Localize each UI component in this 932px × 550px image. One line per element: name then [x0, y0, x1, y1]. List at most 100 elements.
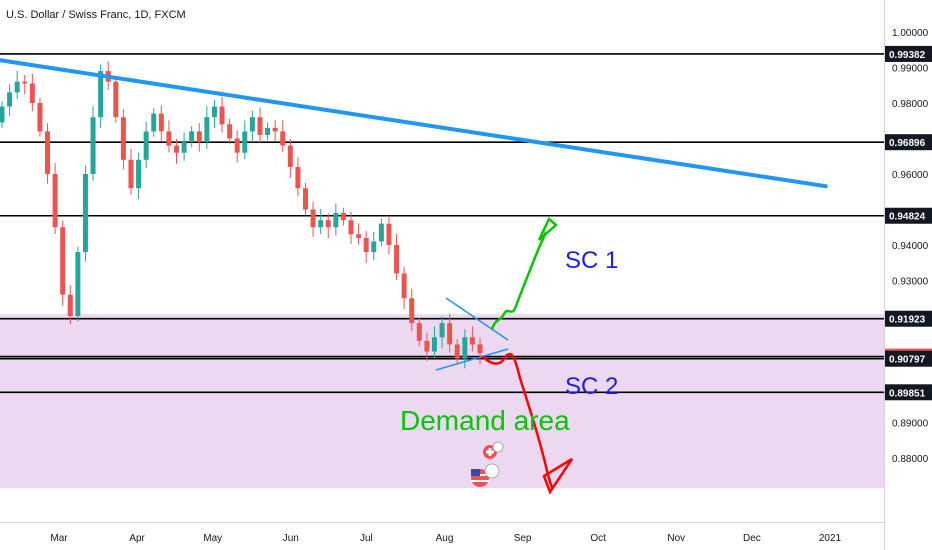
price-level-tag	[885, 134, 932, 151]
price-tick-label: 0.94000	[892, 241, 929, 252]
candle-body	[219, 106, 225, 125]
candle-body	[151, 113, 157, 132]
price-tick-label: 0.96000	[892, 170, 929, 181]
candle-body	[60, 227, 66, 295]
price-level-tag	[885, 384, 932, 401]
time-tick-label: Mar	[50, 533, 68, 544]
candle-body	[158, 113, 164, 132]
triangle-lower-line[interactable]	[435, 348, 509, 371]
candle-body	[189, 131, 195, 143]
candle-body	[29, 83, 35, 103]
candle-body	[378, 223, 384, 242]
candle-body	[424, 340, 430, 352]
candle-body	[120, 117, 126, 160]
time-tick-label: Jun	[283, 533, 299, 544]
price-tick-label: 0.99000	[892, 64, 929, 75]
candle-body	[166, 131, 172, 146]
time-tick-label: Sep	[514, 533, 532, 544]
candle-body	[287, 145, 293, 167]
candle-body	[325, 220, 331, 228]
price-level-tags: 0.993820.968960.948240.919230.908560.907…	[885, 45, 932, 401]
candle-body	[409, 298, 415, 324]
candle-body	[204, 117, 210, 143]
candle-body	[113, 81, 119, 118]
candle-body	[439, 323, 445, 338]
price-level-tag	[885, 45, 932, 62]
candle-body	[401, 273, 407, 299]
candle-body	[227, 124, 233, 139]
candle-body	[249, 117, 255, 132]
time-axis: Mar Apr May Jun Jul Aug Sep Oct Nov Dec 2021	[50, 533, 841, 544]
candle-body	[280, 131, 286, 146]
price-level-tag-text: 0.96896	[889, 138, 926, 149]
price-tick-label: 1.00000	[892, 28, 929, 39]
candle-body	[181, 142, 187, 153]
time-tick-label: Jul	[360, 533, 373, 544]
price-level-tag-text: 0.90797	[889, 355, 926, 366]
candle-body	[75, 252, 81, 316]
candle-body	[98, 71, 104, 118]
candle-body	[234, 138, 240, 153]
candle-body	[431, 337, 437, 352]
sc1-label: SC 1	[565, 247, 618, 274]
price-tick-label: 0.93000	[892, 277, 929, 288]
candle-body	[318, 220, 324, 228]
time-tick-label: Aug	[436, 533, 454, 544]
time-tick-label: May	[203, 533, 222, 544]
candle-body	[128, 159, 134, 189]
candle-body	[265, 127, 271, 135]
price-tick-label: 0.89000	[892, 419, 929, 430]
candle-body	[356, 234, 362, 238]
price-axis: 1.00000 0.99000 0.98000 0.96000 0.94000 0.930…	[892, 28, 929, 465]
sc1-path[interactable]	[490, 231, 548, 331]
candle-body	[348, 220, 354, 235]
time-tick-label: Oct	[590, 533, 606, 544]
candle-body	[462, 337, 468, 359]
candle-body	[416, 323, 422, 341]
candles	[0, 61, 483, 369]
candle-body	[333, 213, 339, 228]
price-level-tag-text: 0.91923	[889, 315, 926, 326]
candle-body	[7, 92, 13, 107]
sc1-arrowhead	[537, 216, 558, 241]
price-level-tag-text: 0.89851	[889, 388, 926, 399]
time-tick-label: Nov	[667, 533, 685, 544]
sc2-path[interactable]	[481, 352, 554, 489]
candle-body	[22, 81, 28, 84]
trendline[interactable]	[0, 52, 828, 189]
candle-body	[340, 213, 346, 221]
price-level-tag	[885, 350, 932, 367]
candle-body	[52, 174, 58, 228]
candle-body	[454, 344, 460, 359]
candle-body	[67, 294, 73, 316]
candle-body	[136, 159, 142, 189]
sc2-arrowhead	[542, 457, 574, 495]
candle-body	[302, 188, 308, 210]
candle-body	[14, 81, 20, 93]
triangle-upper-line[interactable]	[445, 297, 509, 341]
price-tick-label: 0.88000	[892, 454, 929, 465]
time-tick-label: Dec	[743, 533, 761, 544]
demand-label: Demand area	[400, 405, 570, 436]
event-icon-us[interactable]	[471, 463, 500, 487]
candle-body	[386, 223, 392, 245]
candle-body	[310, 209, 316, 228]
candle-body	[447, 323, 453, 345]
candle-body	[272, 127, 278, 132]
candle-body	[0, 106, 5, 123]
candle-body	[477, 344, 483, 354]
chart-title: U.S. Dollar / Swiss Franc, 1D, FXCM	[6, 9, 186, 21]
candle-body	[469, 337, 475, 345]
event-icon-swiss[interactable]	[483, 441, 504, 459]
candle-body	[143, 131, 149, 160]
price-level-tag-text: 0.99382	[889, 50, 926, 61]
candle-body	[394, 245, 400, 274]
price-tick-label: 0.98000	[892, 99, 929, 110]
candle-body	[257, 117, 263, 135]
price-level-tag	[885, 310, 932, 327]
candle-body	[363, 237, 369, 253]
time-tick-label: Apr	[129, 533, 145, 544]
candle-body	[211, 106, 217, 118]
